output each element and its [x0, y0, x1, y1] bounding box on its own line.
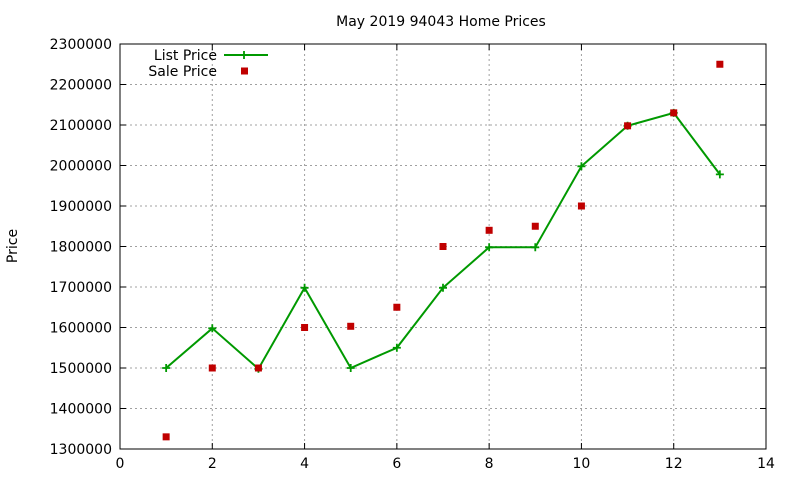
- point-list-price: [439, 283, 447, 292]
- x-tick-label: 10: [573, 456, 591, 472]
- legend: List Price Sale Price: [148, 48, 268, 80]
- point-sale-price: [485, 226, 493, 234]
- point-sale-price: [254, 364, 262, 372]
- point-sale-price: [624, 122, 632, 130]
- point-sale-price: [577, 202, 585, 210]
- point-list-price: [531, 243, 540, 252]
- x-tick-label: 6: [392, 456, 401, 472]
- point-list-price: [392, 343, 401, 352]
- y-tick-label: 2100000: [50, 118, 112, 134]
- point-sale-price: [439, 243, 447, 250]
- axis-ticks: 0 2 4 6 8 10 12 14 1300000 1400000 1500000 1600000 1…: [50, 37, 775, 472]
- y-tick-label: 1500000: [50, 361, 112, 377]
- legend-marker-list-price: [240, 51, 248, 59]
- x-tick-label: 12: [665, 456, 683, 472]
- x-tick-label: 2: [208, 456, 217, 472]
- point-list-price: [577, 162, 586, 171]
- x-tick-label: 4: [300, 456, 309, 472]
- point-list-price: [162, 364, 171, 372]
- point-sale-price: [531, 222, 539, 230]
- point-list-price: [346, 364, 355, 372]
- point-sale-price: [347, 322, 355, 330]
- legend-marker-sale-price: [241, 67, 248, 75]
- point-list-price: [300, 283, 309, 292]
- legend-label-sale-price: Sale Price: [148, 64, 217, 80]
- y-tick-label: 1700000: [50, 280, 112, 296]
- y-tick-label: 1300000: [50, 442, 112, 458]
- point-list-price: [715, 170, 724, 179]
- x-tick-label: 8: [485, 456, 494, 472]
- y-tick-label: 1900000: [50, 199, 112, 215]
- point-list-price: [208, 324, 217, 333]
- y-tick-label: 1800000: [50, 240, 112, 256]
- legend-label-list-price: List Price: [154, 48, 217, 64]
- point-sale-price: [208, 364, 216, 372]
- y-axis-label: Price: [5, 229, 21, 263]
- y-tick-label: 2000000: [50, 159, 112, 175]
- point-sale-price: [393, 303, 401, 311]
- point-sale-price: [301, 324, 309, 331]
- y-tick-label: 1400000: [50, 402, 112, 418]
- point-sale-price: [162, 433, 170, 441]
- series: [162, 60, 724, 441]
- y-tick-label: 2300000: [50, 37, 112, 53]
- point-sale-price: [716, 60, 724, 68]
- y-tick-label: 1600000: [50, 321, 112, 337]
- x-tick-label: 0: [116, 456, 125, 472]
- series-line-list-price: [165, 111, 721, 371]
- x-tick-label: 14: [757, 456, 775, 472]
- y-tick-label: 2200000: [50, 78, 112, 94]
- chart-title: May 2019 94043 Home Prices: [336, 14, 546, 30]
- point-list-price: [485, 243, 494, 252]
- point-sale-price: [670, 109, 678, 117]
